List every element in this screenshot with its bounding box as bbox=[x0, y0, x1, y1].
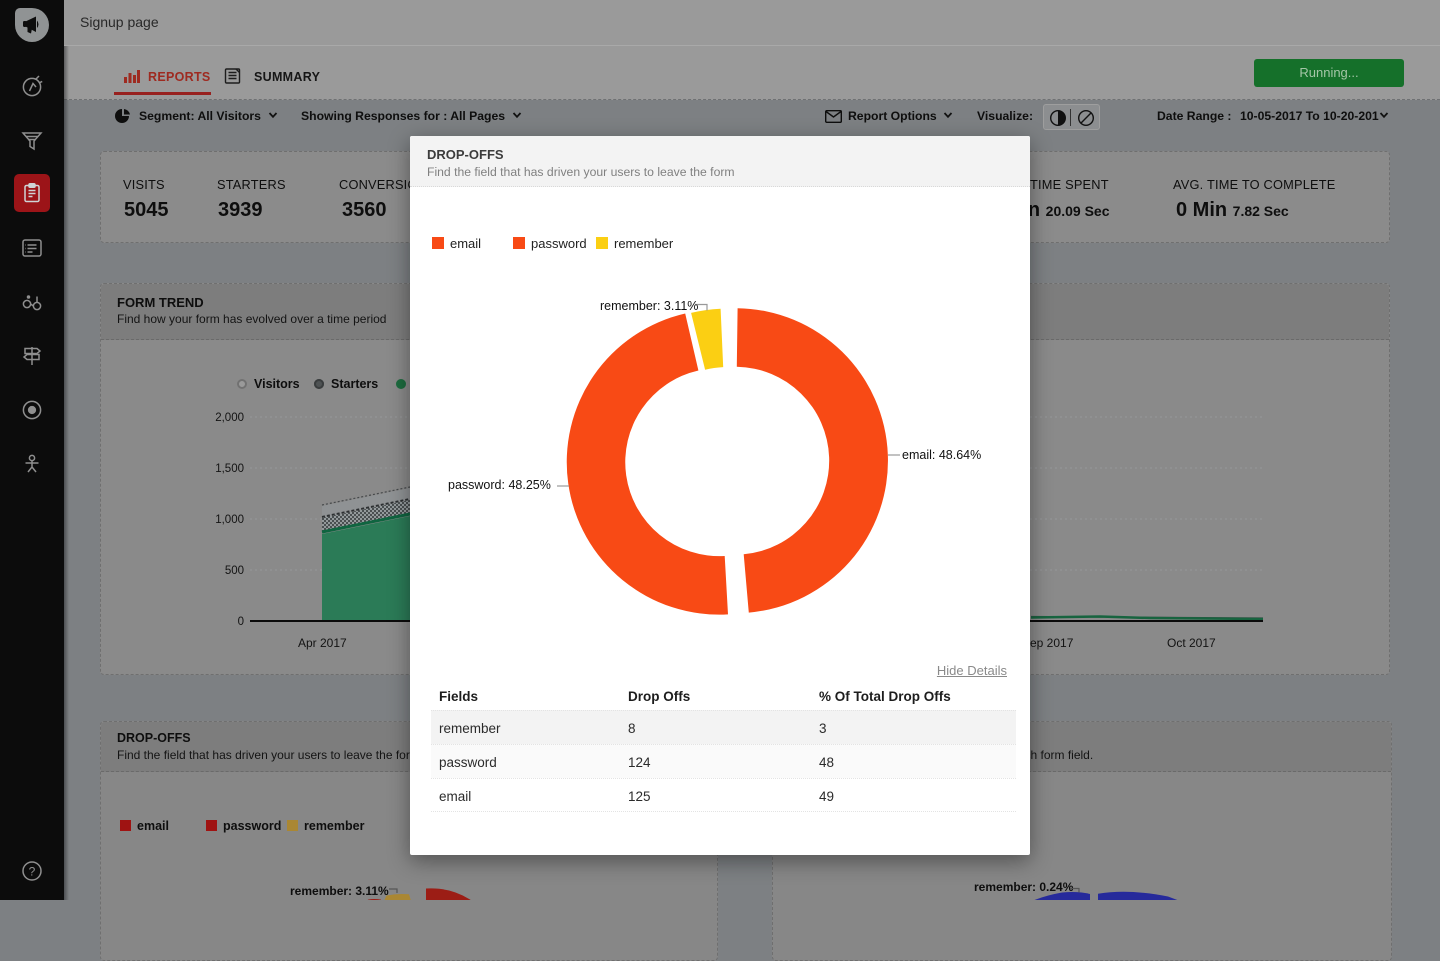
svg-text:?: ? bbox=[29, 865, 36, 879]
